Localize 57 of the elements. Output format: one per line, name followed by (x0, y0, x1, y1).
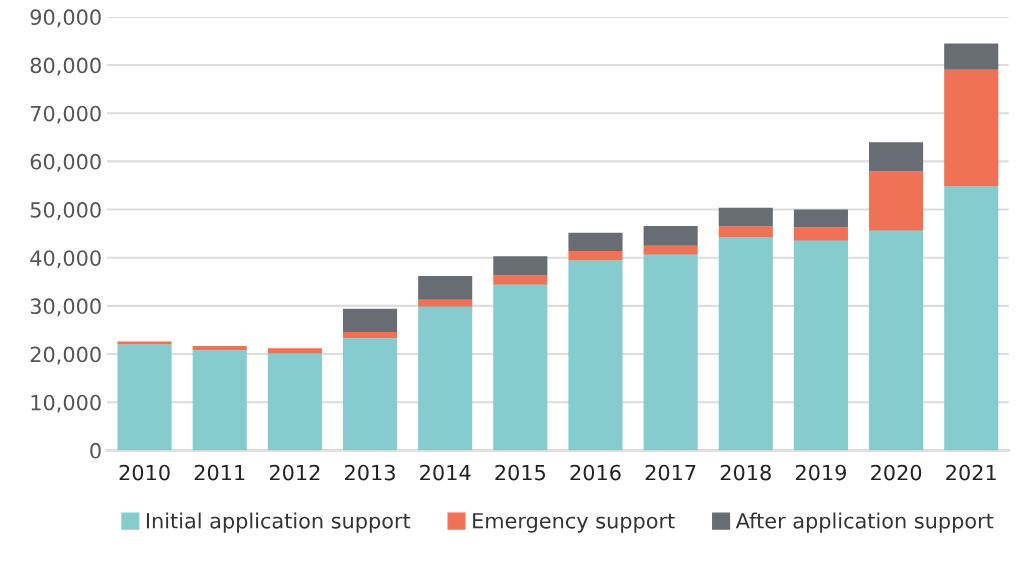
bar (793, 240, 848, 451)
bar (869, 171, 924, 231)
x-tick-label: 2019 (795, 464, 846, 481)
bar (493, 284, 548, 451)
x-tick-label: 2017 (645, 464, 696, 481)
bar (568, 232, 623, 251)
bar (718, 226, 773, 238)
y-tick-label: 80,000 (30, 57, 101, 76)
bar (718, 207, 773, 227)
bar (568, 250, 623, 261)
x-tick-label: 2012 (269, 464, 320, 481)
legend-label: Initial application support (146, 512, 411, 533)
bar (643, 225, 698, 246)
bar (267, 348, 322, 354)
y-tick-label: 40,000 (30, 250, 101, 269)
bar (493, 256, 548, 276)
bar (267, 353, 322, 451)
bar (418, 299, 473, 307)
bar (192, 350, 247, 451)
bar (718, 237, 773, 451)
y-tick-label: 20,000 (30, 346, 101, 365)
bar (793, 227, 848, 241)
x-tick-label: 2010 (119, 464, 170, 481)
y-tick-label: 0 (90, 442, 101, 459)
bar (643, 254, 698, 451)
bar (944, 186, 999, 451)
x-tick-label: 2021 (946, 464, 996, 481)
bar (643, 245, 698, 255)
y-tick-label: 50,000 (30, 202, 101, 220)
bar (493, 275, 548, 285)
legend-label: Emergency support (473, 513, 675, 533)
bar (342, 331, 398, 339)
x-tick-label: 2013 (345, 464, 395, 481)
bar (793, 209, 848, 228)
x-tick-label: 2018 (720, 464, 771, 481)
y-tick-label: 70,000 (30, 105, 101, 124)
bar (869, 142, 924, 172)
x-tick-label: 2020 (871, 464, 922, 481)
legend-label: After application support (735, 512, 994, 533)
bar (944, 69, 999, 187)
y-tick-label: 90,000 (30, 9, 101, 28)
x-tick-label: 2014 (420, 464, 471, 481)
y-tick-label: 30,000 (30, 298, 101, 317)
bar (418, 276, 473, 300)
bar (342, 308, 398, 332)
bar (342, 338, 398, 451)
bar (117, 344, 172, 451)
x-tick-label: 2015 (495, 464, 546, 481)
bar (192, 345, 247, 351)
bar (568, 260, 623, 451)
bar (869, 230, 924, 451)
x-tick-label: 2016 (570, 464, 621, 481)
bar (944, 43, 999, 70)
y-tick-label: 60,000 (30, 153, 101, 172)
bar (418, 306, 473, 451)
x-tick-label: 2011 (194, 464, 245, 481)
y-tick-label: 10,000 (31, 394, 101, 413)
